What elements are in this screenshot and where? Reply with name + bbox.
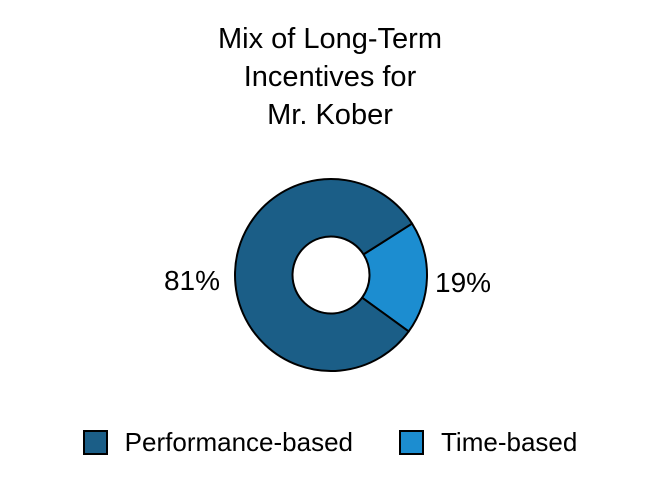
- time-slice-percent-label: 19%: [435, 267, 491, 298]
- legend-label-performance-based: Performance-based: [124, 427, 354, 457]
- legend-swatch-performance-based: [82, 430, 108, 455]
- legend-item-time-based: Time-based: [399, 427, 577, 458]
- legend-label-time-based: Time-based: [441, 427, 578, 457]
- legend: Performance-based Time-based: [0, 427, 660, 458]
- wedge-time-based: [361, 222, 429, 333]
- chart-title-line-2: Incentives for: [243, 61, 417, 93]
- chart-title: Mix of Long-Term Incentives for Mr. Kobe…: [0, 20, 660, 134]
- performance-slice-percent-label: 81%: [164, 265, 220, 296]
- wedge-performance-based: [234, 178, 414, 372]
- chart-title-line-3: Mr. Kober: [267, 99, 393, 131]
- legend-item-performance-based: Performance-based: [82, 427, 354, 458]
- legend-swatch-time-based: [399, 430, 425, 455]
- chart-title-line-1: Mix of Long-Term: [217, 23, 442, 55]
